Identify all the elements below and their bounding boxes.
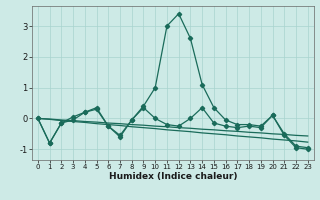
X-axis label: Humidex (Indice chaleur): Humidex (Indice chaleur) [108,172,237,181]
